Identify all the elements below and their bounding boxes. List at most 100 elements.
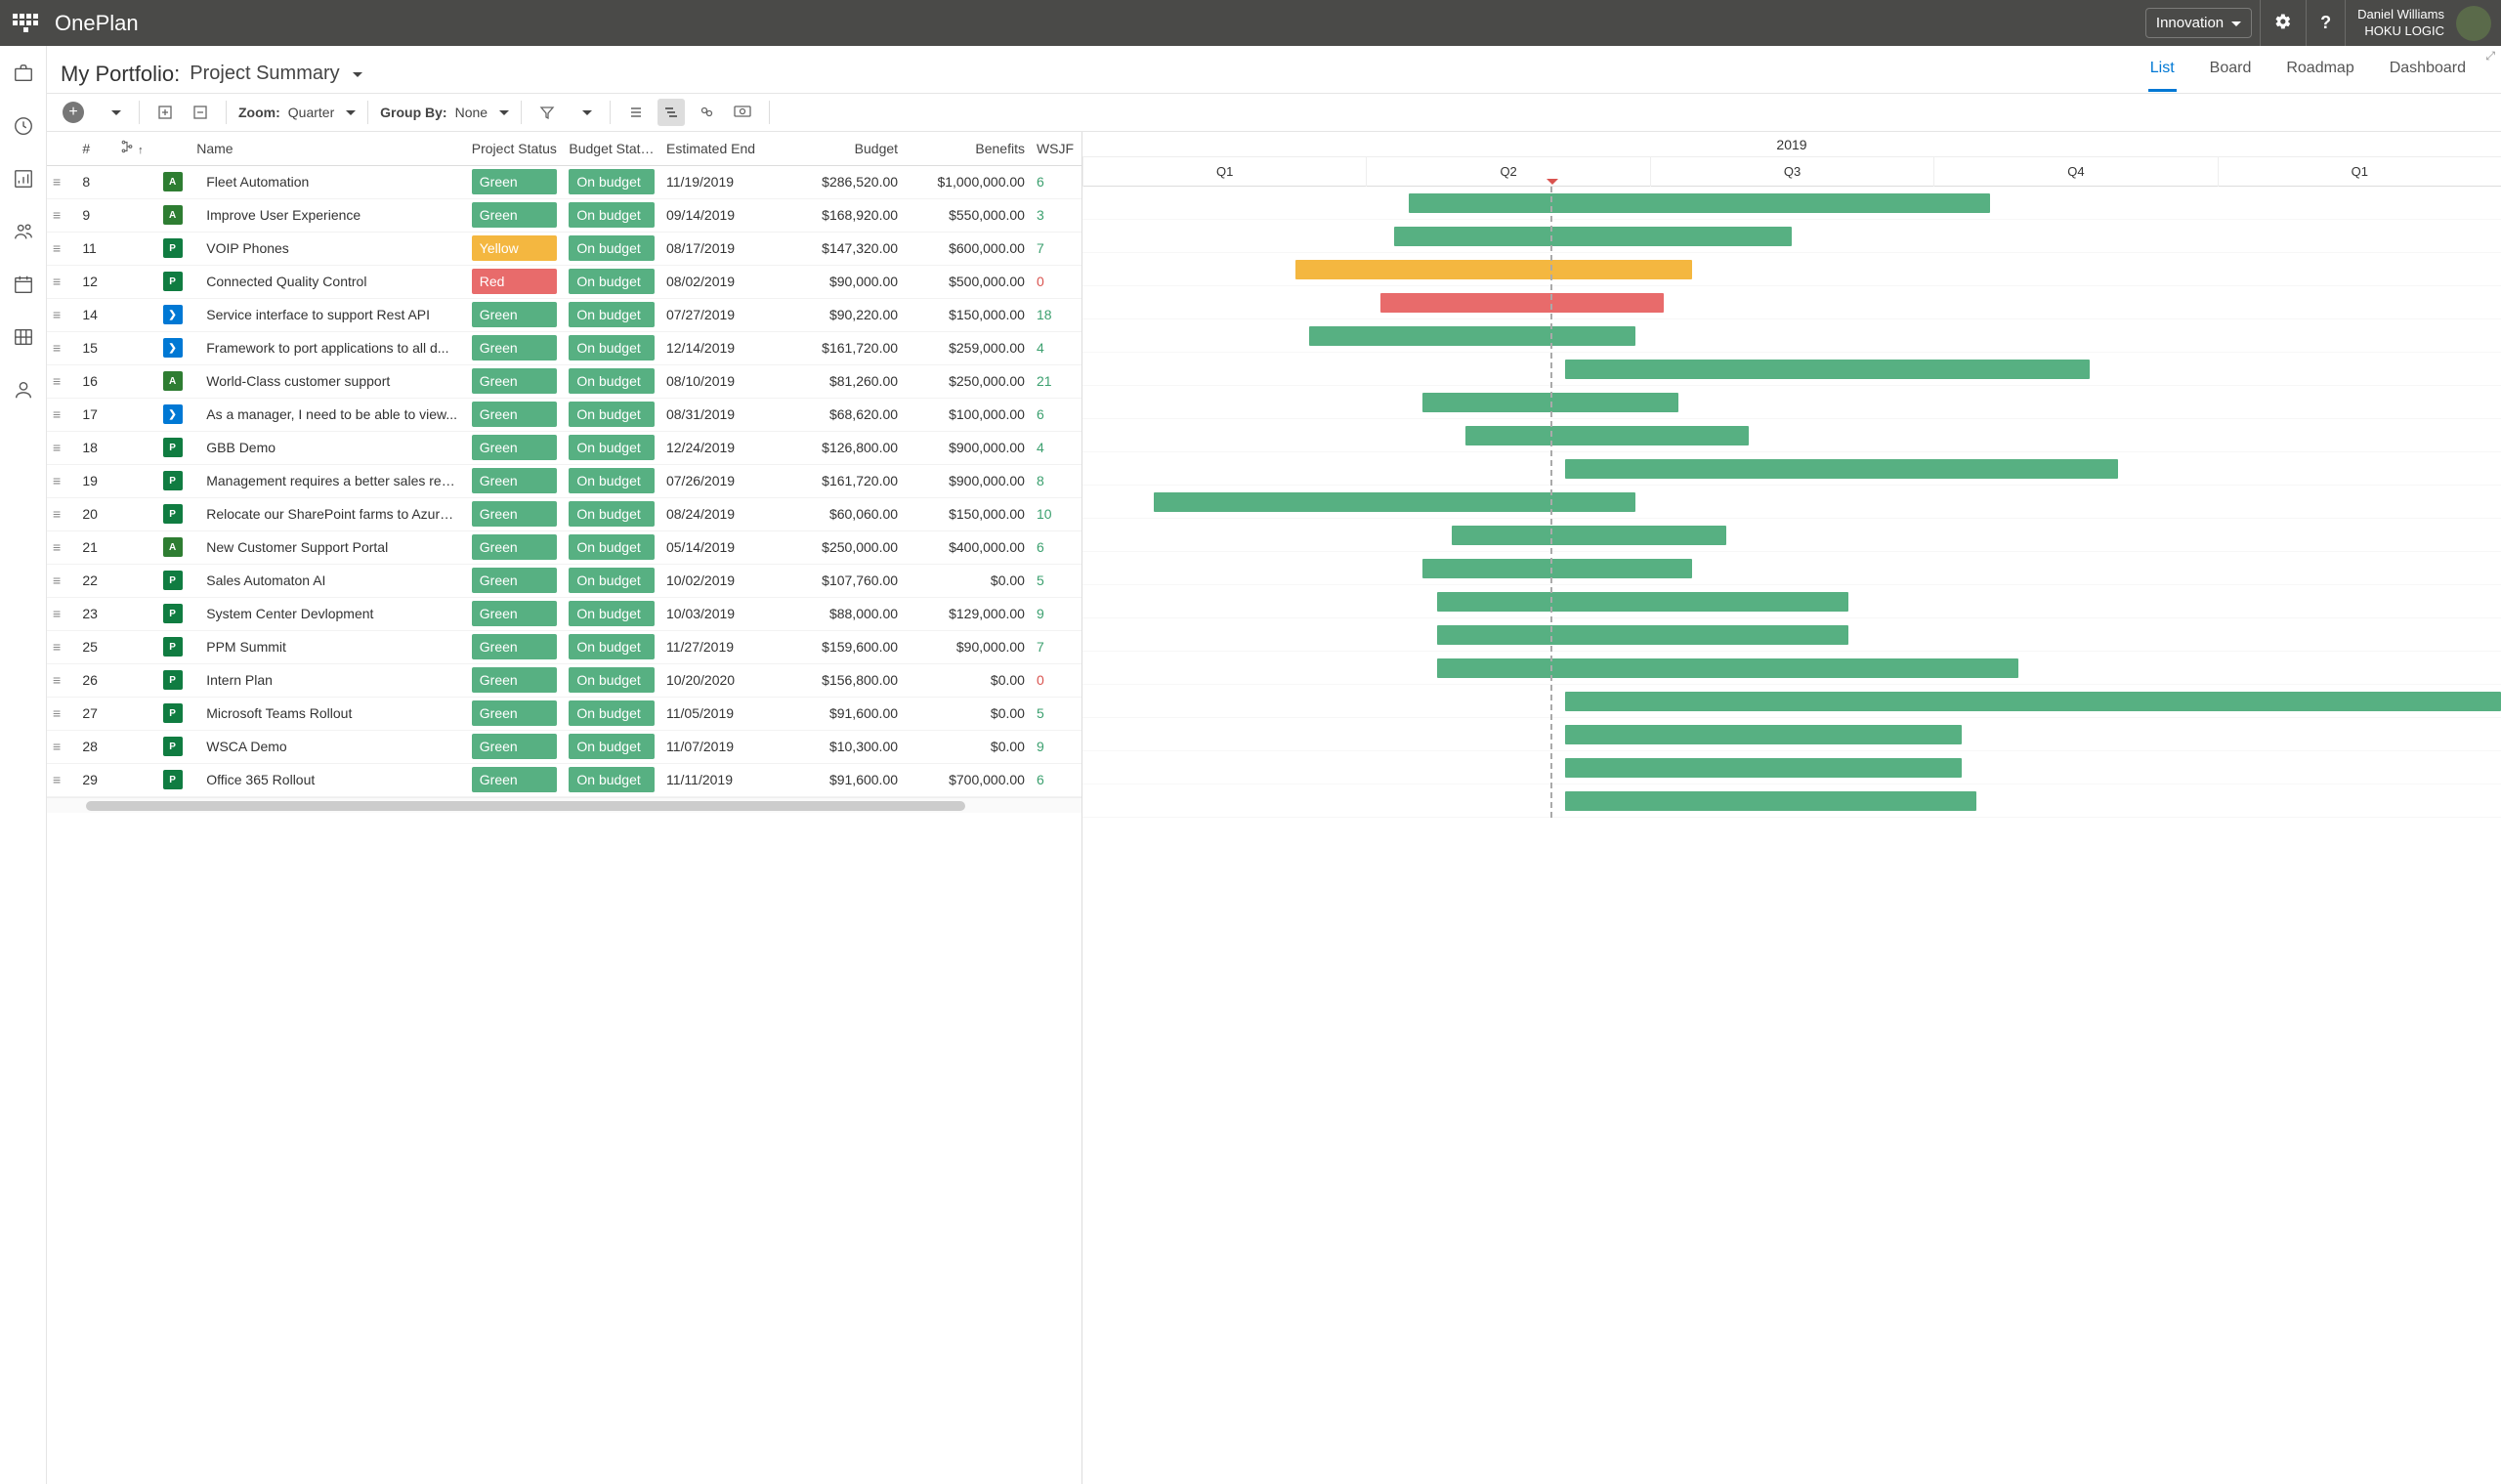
gantt-row[interactable] xyxy=(1082,784,2501,818)
settings-button[interactable] xyxy=(2260,0,2306,46)
gantt-row[interactable] xyxy=(1082,187,2501,220)
nav-people-icon[interactable] xyxy=(12,220,35,243)
table-row[interactable]: ≡20PRelocate our SharePoint farms to Azu… xyxy=(47,497,1081,530)
drag-handle-icon[interactable]: ≡ xyxy=(47,165,76,198)
project-name[interactable]: Relocate our SharePoint farms to Azure .… xyxy=(191,497,466,530)
col-budget-header[interactable]: Budget xyxy=(777,132,904,165)
drag-handle-icon[interactable]: ≡ xyxy=(47,530,76,564)
drag-handle-icon[interactable]: ≡ xyxy=(47,564,76,597)
table-row[interactable]: ≡12PConnected Quality ControlRedOn budge… xyxy=(47,265,1081,298)
drag-handle-icon[interactable]: ≡ xyxy=(47,265,76,298)
table-row[interactable]: ≡8AFleet AutomationGreenOn budget11/19/2… xyxy=(47,165,1081,198)
project-name[interactable]: Intern Plan xyxy=(191,663,466,697)
gantt-row[interactable] xyxy=(1082,552,2501,585)
gantt-bar[interactable] xyxy=(1565,725,1963,744)
expand-icon[interactable]: ⤢ xyxy=(2485,49,2495,64)
table-row[interactable]: ≡11PVOIP PhonesYellowOn budget08/17/2019… xyxy=(47,232,1081,265)
table-row[interactable]: ≡15❯Framework to port applications to al… xyxy=(47,331,1081,364)
project-name[interactable]: Sales Automaton AI xyxy=(191,564,466,597)
table-row[interactable]: ≡29POffice 365 RolloutGreenOn budget11/1… xyxy=(47,763,1081,796)
view-selector[interactable]: Project Summary xyxy=(190,63,362,85)
project-name[interactable]: GBB Demo xyxy=(191,431,466,464)
user-menu[interactable]: Daniel Williams HOKU LOGIC xyxy=(2345,0,2456,46)
drag-handle-icon[interactable]: ≡ xyxy=(47,597,76,630)
drag-handle-icon[interactable]: ≡ xyxy=(47,630,76,663)
tab-roadmap[interactable]: Roadmap xyxy=(2284,56,2355,92)
col-wbs-header[interactable]: ↑ xyxy=(114,132,156,165)
col-num-header[interactable]: # xyxy=(76,132,114,165)
gantt-row[interactable] xyxy=(1082,452,2501,486)
groupby-selector[interactable]: None xyxy=(455,105,509,120)
gantt-bar[interactable] xyxy=(1565,692,2501,711)
add-dropdown[interactable] xyxy=(98,99,127,126)
gantt-bar[interactable] xyxy=(1452,526,1727,545)
drag-handle-icon[interactable]: ≡ xyxy=(47,763,76,796)
gantt-bar[interactable] xyxy=(1380,293,1664,313)
drag-handle-icon[interactable]: ≡ xyxy=(47,364,76,398)
drag-handle-icon[interactable]: ≡ xyxy=(47,663,76,697)
app-launcher-icon[interactable] xyxy=(10,14,41,32)
project-name[interactable]: VOIP Phones xyxy=(191,232,466,265)
drag-handle-icon[interactable]: ≡ xyxy=(47,431,76,464)
col-name-header[interactable]: Name xyxy=(191,132,466,165)
gantt-bar[interactable] xyxy=(1309,326,1635,346)
project-name[interactable]: WSCA Demo xyxy=(191,730,466,763)
table-row[interactable]: ≡25PPPM SummitGreenOn budget11/27/2019$1… xyxy=(47,630,1081,663)
drag-handle-icon[interactable]: ≡ xyxy=(47,697,76,730)
table-row[interactable]: ≡17❯As a manager, I need to be able to v… xyxy=(47,398,1081,431)
col-estimated-end-header[interactable]: Estimated End xyxy=(660,132,777,165)
nav-person-icon[interactable] xyxy=(12,378,35,402)
table-row[interactable]: ≡23PSystem Center DevlopmentGreenOn budg… xyxy=(47,597,1081,630)
gantt-bar[interactable] xyxy=(1295,260,1693,279)
gantt-row[interactable] xyxy=(1082,286,2501,319)
gantt-row[interactable] xyxy=(1082,386,2501,419)
gantt-row[interactable] xyxy=(1082,685,2501,718)
gantt-bar[interactable] xyxy=(1565,360,2090,379)
add-button[interactable]: + xyxy=(57,99,90,126)
table-row[interactable]: ≡22PSales Automaton AIGreenOn budget10/0… xyxy=(47,564,1081,597)
cost-view-button[interactable] xyxy=(728,99,757,126)
gantt-row[interactable] xyxy=(1082,718,2501,751)
project-name[interactable]: Framework to port applications to all d.… xyxy=(191,331,466,364)
table-row[interactable]: ≡9AImprove User ExperienceGreenOn budget… xyxy=(47,198,1081,232)
expand-all-button[interactable] xyxy=(151,99,179,126)
project-name[interactable]: Connected Quality Control xyxy=(191,265,466,298)
gantt-bar[interactable] xyxy=(1565,459,2118,479)
gantt-bar[interactable] xyxy=(1437,625,1848,645)
gantt-row[interactable] xyxy=(1082,585,2501,618)
gantt-row[interactable] xyxy=(1082,319,2501,353)
context-selector[interactable]: Innovation xyxy=(2145,8,2252,38)
nav-calendar-icon[interactable] xyxy=(12,273,35,296)
project-name[interactable]: PPM Summit xyxy=(191,630,466,663)
gantt-row[interactable] xyxy=(1082,353,2501,386)
drag-handle-icon[interactable]: ≡ xyxy=(47,331,76,364)
nav-kanban-icon[interactable] xyxy=(12,325,35,349)
project-name[interactable]: Service interface to support Rest API xyxy=(191,298,466,331)
tab-dashboard[interactable]: Dashboard xyxy=(2388,56,2468,92)
table-row[interactable]: ≡28PWSCA DemoGreenOn budget11/07/2019$10… xyxy=(47,730,1081,763)
list-view-button[interactable] xyxy=(622,99,650,126)
gantt-row[interactable] xyxy=(1082,751,2501,784)
table-row[interactable]: ≡14❯Service interface to support Rest AP… xyxy=(47,298,1081,331)
project-name[interactable]: Fleet Automation xyxy=(191,165,466,198)
gantt-row[interactable] xyxy=(1082,419,2501,452)
table-row[interactable]: ≡19PManagement requires a better sales r… xyxy=(47,464,1081,497)
table-row[interactable]: ≡18PGBB DemoGreenOn budget12/24/2019$126… xyxy=(47,431,1081,464)
gantt-row[interactable] xyxy=(1082,652,2501,685)
drag-handle-icon[interactable]: ≡ xyxy=(47,298,76,331)
col-wsjf-header[interactable]: WSJF xyxy=(1031,132,1081,165)
table-row[interactable]: ≡26PIntern PlanGreenOn budget10/20/2020$… xyxy=(47,663,1081,697)
nav-clock-icon[interactable] xyxy=(12,114,35,138)
gantt-bar[interactable] xyxy=(1465,426,1749,445)
gantt-bar[interactable] xyxy=(1422,559,1692,578)
table-row[interactable]: ≡27PMicrosoft Teams RolloutGreenOn budge… xyxy=(47,697,1081,730)
gantt-view-button[interactable] xyxy=(657,99,685,126)
project-name[interactable]: World-Class customer support xyxy=(191,364,466,398)
grid-hscrollbar[interactable] xyxy=(47,797,1081,813)
tab-board[interactable]: Board xyxy=(2208,56,2254,92)
gantt-bar[interactable] xyxy=(1565,758,1963,778)
drag-handle-icon[interactable]: ≡ xyxy=(47,497,76,530)
gantt-bar[interactable] xyxy=(1409,193,1990,213)
gantt-row[interactable] xyxy=(1082,486,2501,519)
table-row[interactable]: ≡16AWorld-Class customer supportGreenOn … xyxy=(47,364,1081,398)
